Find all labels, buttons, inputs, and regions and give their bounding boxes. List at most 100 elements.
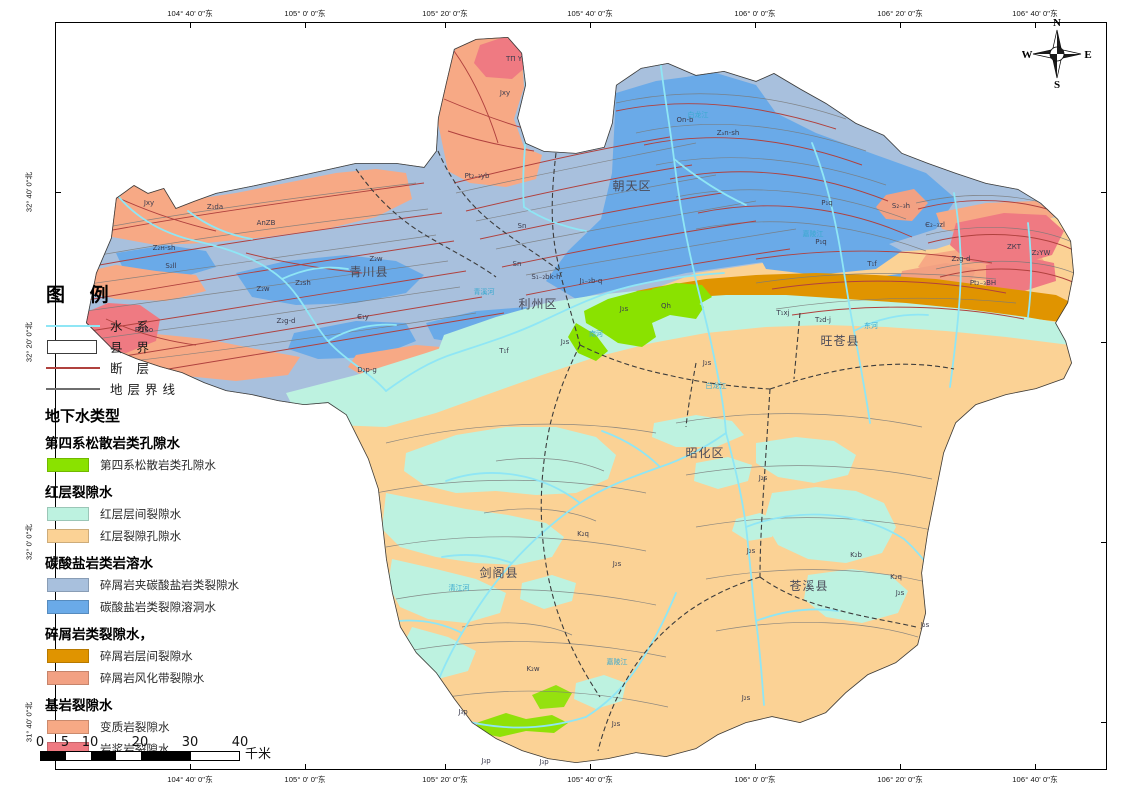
legend-color-swatch [47, 600, 89, 614]
compass-west-label: W [1022, 49, 1033, 61]
geologic-unit-label: T₂d-j [814, 316, 831, 324]
geologic-unit-label: K₂w [526, 665, 539, 673]
legend-swatch-item[interactable]: 碳酸盐岩类裂隙溶洞水 [44, 597, 294, 617]
geologic-unit-label: S₁₋₂bk-h [531, 273, 560, 281]
place-name-label: 青川县 [349, 265, 388, 279]
fault-line-icon [44, 361, 102, 375]
graticule-tick [1035, 22, 1037, 28]
longitude-label: 105° 0' 0"东 [284, 775, 326, 784]
legend-title: 图 例 [46, 284, 118, 306]
county-boundary-box-icon [44, 339, 102, 354]
graticule-tick [1101, 342, 1107, 344]
legend-swatch-label: 碎屑岩风化带裂隙水 [100, 671, 205, 685]
legend-line-item[interactable]: 地层界线 [44, 379, 294, 398]
scale-bar-tick-label: 10 [81, 735, 99, 750]
graticule-tick [590, 764, 592, 770]
geologic-unit-label: P₁q [815, 238, 826, 246]
stratum-boundary-lines [86, 93, 1074, 708]
legend-line-label: 地层界线 [110, 382, 181, 397]
place-name-label: 利州区 [518, 297, 557, 311]
geologic-unit-label: J₁₋₂b-q [579, 277, 603, 285]
legend-color-swatch [47, 458, 89, 472]
geologic-unit-label: J₃p [538, 758, 549, 766]
geologic-unit-label: Pt₂₋₃BH [970, 279, 996, 287]
river-name-label: 白龙江 [706, 381, 727, 390]
graticule-tick [1101, 722, 1107, 724]
legend-swatch-item[interactable]: 变质岩裂隙水 [44, 717, 294, 737]
longitude-label: 106° 20' 0"东 [877, 775, 923, 784]
water-line-icon [44, 319, 102, 333]
legend-swatch-item[interactable]: 碎屑岩风化带裂隙水 [44, 668, 294, 688]
geologic-unit-label: S₂₋₃h [892, 202, 910, 210]
place-name-label: 旺苍县 [820, 334, 859, 348]
legend-color-swatch [47, 507, 89, 521]
place-name-label: 剑阁县 [479, 565, 518, 580]
graticule-tick [55, 192, 61, 194]
geologic-unit-label: J₂s [895, 589, 905, 597]
legend-swatch-label: 第四系松散岩类孔隙水 [100, 458, 216, 472]
place-name-label: 苍溪县 [789, 579, 828, 593]
geologic-unit-label: Z₂YW [1032, 249, 1051, 257]
legend-swatch-item[interactable]: 碎屑岩层间裂隙水 [44, 646, 294, 666]
place-name-label: 朝天区 [612, 179, 651, 193]
county-outer-boundary [86, 37, 1074, 763]
compass-rose: N S E W [1022, 17, 1092, 90]
longitude-label: 106° 0' 0"东 [734, 775, 776, 784]
geologic-unit-label: K₂b [850, 551, 862, 559]
legend-swatch-item[interactable]: 红层层间裂隙水 [44, 504, 294, 524]
longitude-label: 105° 40' 0"东 [567, 9, 613, 18]
legend-line-symbols: 水 系县 界断 层地层界线 [44, 316, 294, 398]
geologic-unit-label: J₂s [758, 474, 768, 482]
legend-line-item[interactable]: 水 系 [44, 316, 294, 335]
graticule-tick [305, 22, 307, 28]
legend-swatch-label: 变质岩裂隙水 [100, 720, 170, 734]
graticule-tick [590, 22, 592, 28]
geologic-unit-label: J₂s [741, 694, 751, 702]
graticule-tick [190, 764, 192, 770]
geologic-unit-labels: ТП Ү Jxy Jxy Z₁da AnZB Z₂н-sh S₂ll Z₂sh Z₂w Z₂w Z₂… [135, 55, 1051, 766]
legend-swatch-label: 碳酸盐岩类裂隙溶洞水 [100, 600, 216, 614]
river-name-label: 嘉陵江 [803, 229, 824, 238]
scale-bar-tick-label: 5 [60, 735, 70, 750]
geologic-unit-label: J₃p [480, 757, 491, 765]
geologic-unit-label: On-b [677, 116, 694, 124]
river-name-label: 南河 [589, 329, 603, 338]
geologic-unit-label: J₂s [612, 560, 622, 568]
legend-color-swatch [47, 671, 89, 685]
geologic-unit-label: ZКТ [1007, 243, 1022, 251]
legend-line-item[interactable]: 县 界 [44, 337, 294, 356]
geologic-unit-label: J₂s [920, 621, 930, 629]
legend-swatch-item[interactable]: 红层裂隙孔隙水 [44, 526, 294, 546]
river-name-label: 清江河 [449, 583, 470, 592]
map-legend: 图 例 水 系县 界断 层地层界线 地下水类型 第四系松散岩类孔隙水 第四系松散岩… [44, 280, 294, 761]
river-name-label: 嘉陵江 [607, 657, 628, 666]
geologic-unit-label: J₂s [611, 720, 621, 728]
legend-swatch-item[interactable]: 碎屑岩夹碳酸盐岩类裂隙水 [44, 575, 294, 595]
geologic-unit-label: Jxy [499, 89, 510, 97]
place-name-label: 昭化区 [685, 446, 724, 460]
geologic-unit-label: J₃p [457, 708, 468, 716]
legend-swatch-item[interactable]: 第四系松散岩类孔隙水 [44, 455, 294, 475]
graticule-tick [755, 22, 757, 28]
geology-map-canvas[interactable]: ТП Ү Jxy Jxy Z₁da AnZB Z₂н-sh S₂ll Z₂sh Z₂w Z₂w Z₂… [56, 23, 1108, 771]
river-name-label: 东河 [864, 321, 878, 330]
county-boundary-lines [355, 150, 955, 752]
geologic-unit-label: Zₐn-sh [717, 129, 740, 137]
latitude-label: 31° 40' 0"北 [24, 701, 34, 743]
geologic-unit-label: P₁q [821, 199, 832, 207]
geologic-unit-label: Z₂sh [295, 279, 311, 287]
geologic-unit-label: J₂s [560, 338, 570, 346]
legend-group-heading: 碳酸盐岩类岩溶水 [45, 556, 153, 572]
scale-bar-tick-label: 30 [181, 735, 199, 750]
legend-groups: 第四系松散岩类孔隙水 第四系松散岩类孔隙水 红层裂隙水 红层层间裂隙水 红层裂隙孔隙水碳… [44, 432, 294, 759]
legend-color-swatch [47, 720, 89, 734]
geologic-unit-label: T₁xj [775, 309, 789, 317]
geologic-unit-label: D₂p-g [357, 366, 377, 374]
geologic-unit-label: Z₁da [207, 203, 223, 211]
scale-bar-graphic [40, 751, 240, 761]
compass-south-label: S [1054, 79, 1060, 90]
legend-line-item[interactable]: 断 层 [44, 358, 294, 377]
legend-color-swatch [47, 578, 89, 592]
geologic-unit-label: Sn [513, 260, 522, 268]
